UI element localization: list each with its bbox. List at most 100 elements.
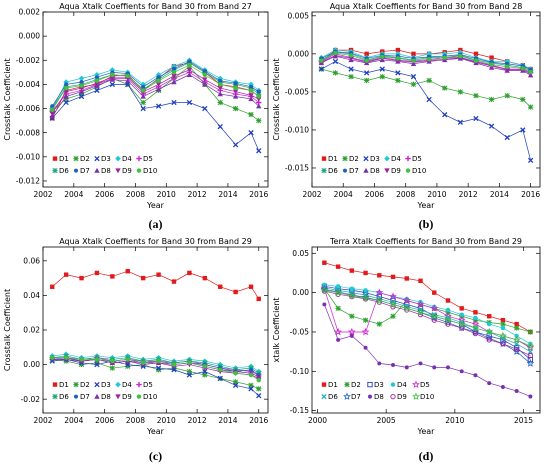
legend-marker xyxy=(52,156,58,161)
y-tick-label: 0.000 xyxy=(19,32,41,41)
x-tick-label: 2014 xyxy=(218,416,237,425)
data-point xyxy=(362,317,369,323)
legend-marker xyxy=(321,393,327,400)
y-tick-label: -0.004 xyxy=(16,80,40,89)
data-point xyxy=(500,341,506,347)
legend-label: D10 xyxy=(143,393,157,401)
x-tick-label: 2006 xyxy=(95,416,114,425)
data-point xyxy=(395,70,401,76)
series-line xyxy=(324,284,531,345)
legend-marker xyxy=(115,381,121,388)
legend-label: D9 xyxy=(391,167,401,175)
legend-marker xyxy=(52,394,58,400)
data-point xyxy=(78,361,85,368)
series-line xyxy=(324,290,531,356)
data-point xyxy=(504,134,510,141)
data-point xyxy=(402,304,411,312)
data-point xyxy=(514,345,520,351)
data-point xyxy=(457,89,463,95)
data-point xyxy=(233,105,239,112)
data-point xyxy=(430,304,439,312)
data-point xyxy=(347,327,356,336)
series-d10 xyxy=(50,62,261,112)
data-point xyxy=(78,93,85,100)
data-point xyxy=(319,58,324,63)
data-point xyxy=(187,59,192,64)
data-point xyxy=(110,72,115,77)
data-point xyxy=(458,53,463,59)
legend-marker xyxy=(136,155,142,162)
legend-label: D8 xyxy=(101,167,111,175)
data-point xyxy=(526,342,535,350)
legend: D1 D2 D3 D4 D5 D6 D7 D8 D9 D10 xyxy=(321,380,434,401)
data-point xyxy=(410,74,417,80)
data-point xyxy=(110,274,115,279)
data-point xyxy=(473,315,478,321)
x-tick-label: 2014 xyxy=(218,190,237,199)
y-axis-label: xtalk Coefficient xyxy=(272,297,281,362)
series-d10 xyxy=(50,355,261,383)
data-point xyxy=(78,88,85,94)
y-tick-label: -0.005 xyxy=(285,87,309,96)
data-point xyxy=(486,314,492,319)
data-point xyxy=(63,85,69,91)
data-point xyxy=(50,355,55,360)
x-axis-label: Year xyxy=(417,201,436,210)
panel-a: Aqua Xtalk Coeffients for Band 30 from B… xyxy=(3,2,269,231)
data-point xyxy=(379,66,385,72)
legend-marker xyxy=(368,394,372,399)
y-tick-label: 0.04 xyxy=(23,291,40,300)
data-point xyxy=(249,84,254,89)
data-point xyxy=(486,337,492,343)
data-point xyxy=(459,306,464,311)
series-line xyxy=(324,289,531,364)
data-point xyxy=(155,86,162,92)
legend: D1 D2 D3 D4 D5 D6 D7 D8 D9 D10 xyxy=(52,381,157,401)
data-point xyxy=(78,91,85,97)
data-point xyxy=(348,74,354,80)
data-point xyxy=(520,127,526,133)
legend-marker xyxy=(321,156,327,161)
data-point xyxy=(410,81,417,87)
series-line xyxy=(52,270,260,300)
data-point xyxy=(528,394,533,399)
data-point xyxy=(376,321,382,327)
data-point xyxy=(50,284,55,289)
legend-marker xyxy=(384,168,390,174)
legend-label: D6 xyxy=(59,393,69,401)
x-tick-label: 2012 xyxy=(188,416,207,425)
data-point xyxy=(380,54,385,60)
data-point xyxy=(426,51,432,57)
data-point xyxy=(233,85,238,91)
legend-label: D4 xyxy=(122,155,132,163)
data-point xyxy=(140,93,146,99)
data-point xyxy=(79,83,84,88)
panel-caption: (a) xyxy=(149,217,163,231)
legend-marker xyxy=(136,381,142,388)
data-point xyxy=(377,273,382,278)
data-point xyxy=(445,307,451,313)
data-point xyxy=(471,323,480,332)
data-point xyxy=(248,96,254,102)
data-point xyxy=(504,93,510,99)
x-tick-label: 2008 xyxy=(126,190,145,199)
data-point xyxy=(232,142,239,148)
legend-label: D7 xyxy=(80,393,90,401)
legend-label: D2 xyxy=(349,155,359,163)
data-point xyxy=(256,296,261,302)
data-point xyxy=(155,367,162,373)
series-line xyxy=(324,289,531,347)
data-point xyxy=(363,345,368,350)
data-point xyxy=(362,296,369,302)
legend-label: D5 xyxy=(420,381,430,389)
data-point xyxy=(318,66,325,72)
legend-label: D7 xyxy=(80,167,90,175)
legend-marker xyxy=(94,393,100,399)
x-tick-label: 2008 xyxy=(126,416,145,425)
legend-label: D1 xyxy=(328,155,338,163)
data-point xyxy=(125,357,130,362)
data-point xyxy=(94,75,99,80)
data-point xyxy=(514,321,519,327)
data-point xyxy=(94,360,100,366)
data-point xyxy=(489,55,494,60)
